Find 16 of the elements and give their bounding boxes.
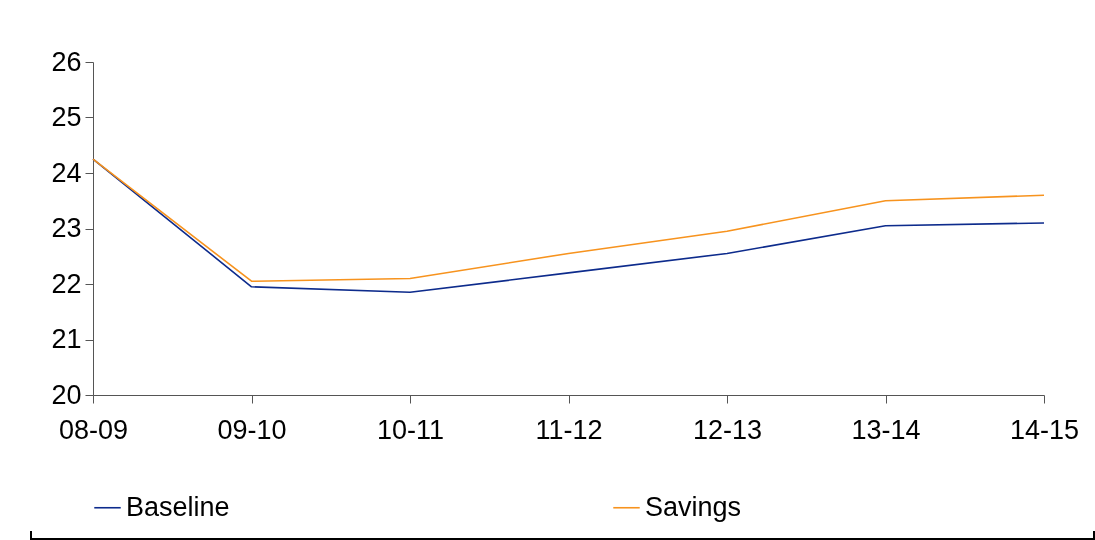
x-tick-label: 10-11 (376, 414, 445, 445)
x-tick-label: 12-13 (692, 414, 763, 445)
legend-label: Savings (645, 491, 742, 522)
x-tick-label: 11-12 (535, 414, 603, 445)
y-tick-label: 23 (51, 213, 82, 243)
y-tick-label: 21 (51, 324, 82, 354)
y-tick-label: 20 (51, 379, 82, 410)
y-tick-label: 24 (51, 157, 82, 188)
x-tick-label: 13-14 (851, 414, 921, 445)
y-tick-label: 26 (51, 46, 82, 77)
y-tick-label: 22 (51, 268, 82, 299)
y-tick-label: 25 (51, 102, 82, 132)
legend-label: Baseline (126, 491, 230, 522)
x-tick-label: 14-15 (1009, 414, 1080, 445)
x-tick-label: 09-10 (217, 414, 287, 445)
x-tick-label: 08-09 (58, 414, 129, 445)
